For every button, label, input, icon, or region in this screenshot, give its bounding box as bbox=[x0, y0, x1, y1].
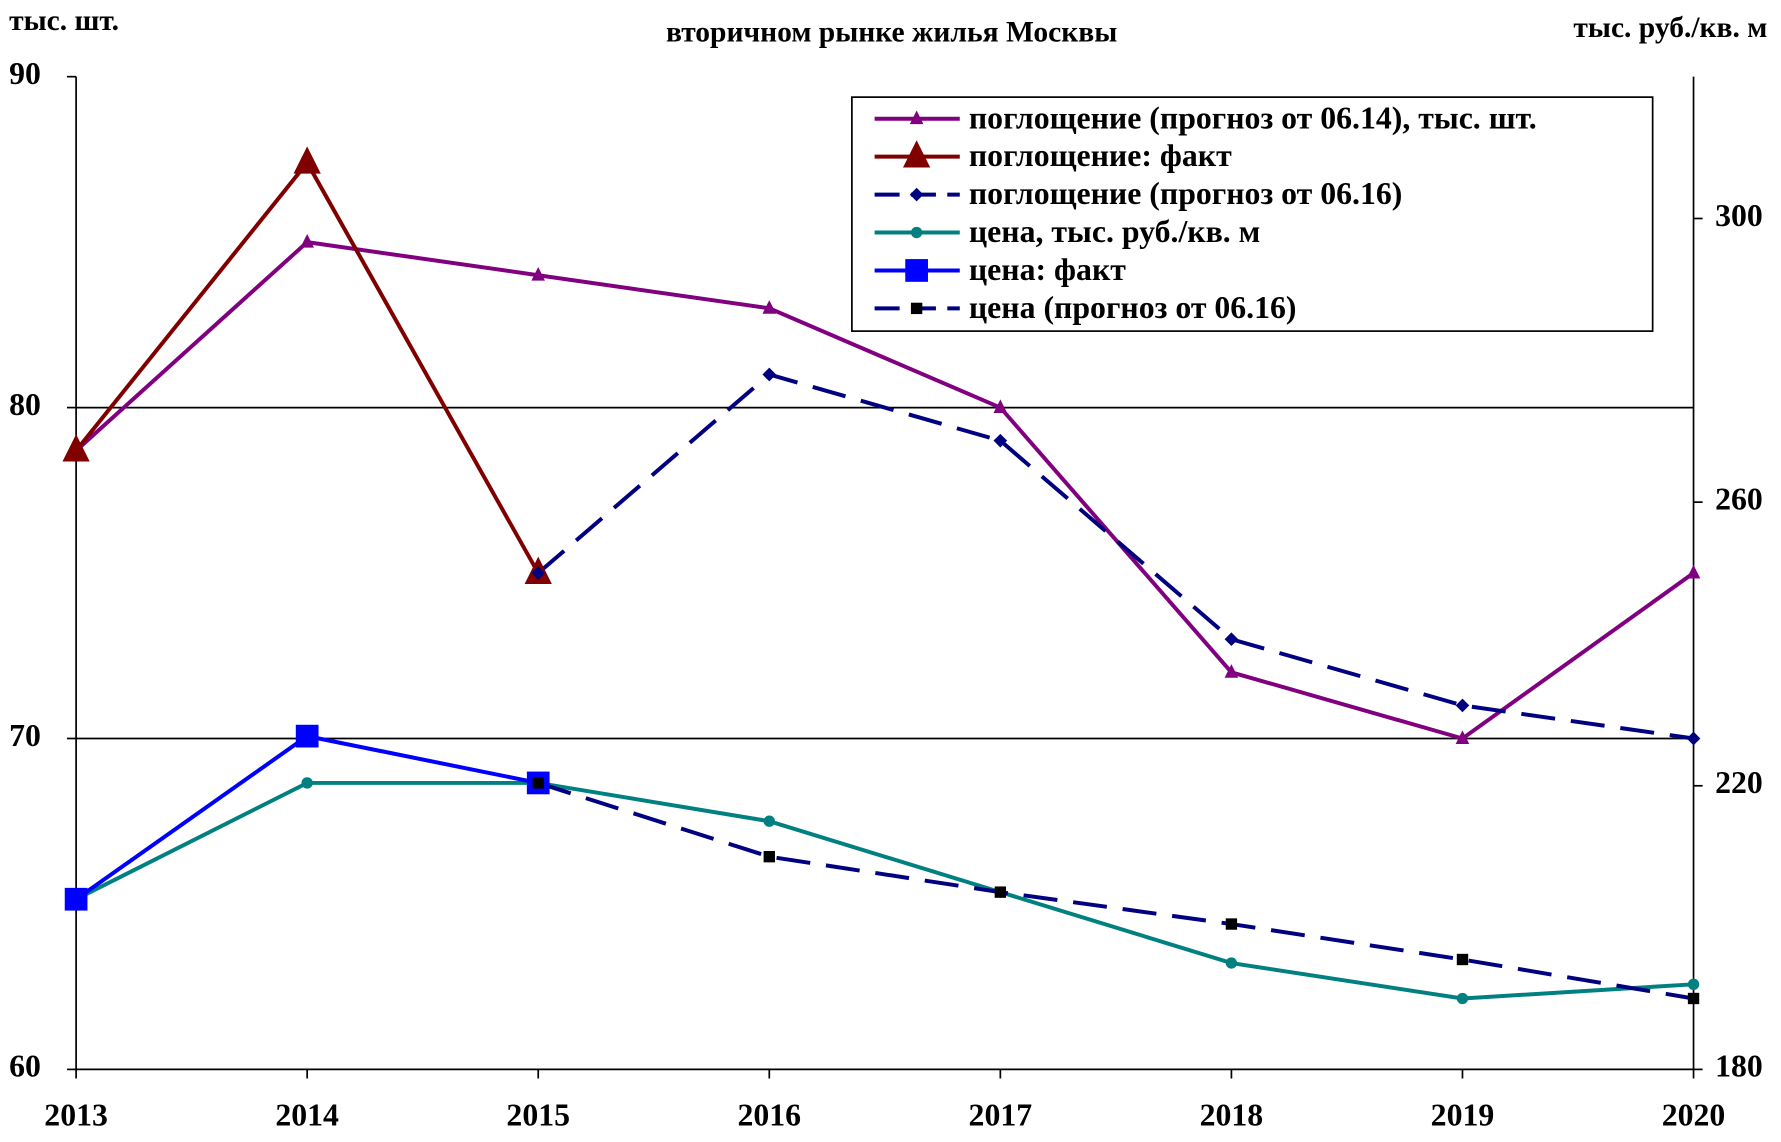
y2-tick-label: 180 bbox=[1715, 1049, 1763, 1084]
legend-label: цена, тыс. руб./кв. м bbox=[969, 214, 1260, 249]
marker bbox=[909, 110, 924, 125]
marker bbox=[1686, 564, 1701, 579]
marker bbox=[293, 146, 321, 174]
marker bbox=[909, 187, 924, 202]
marker bbox=[1455, 730, 1470, 744]
marker bbox=[993, 433, 1008, 448]
marker bbox=[762, 367, 777, 382]
marker bbox=[1456, 992, 1469, 1005]
y-tick-label: 70 bbox=[9, 718, 41, 753]
marker bbox=[62, 434, 90, 462]
series-line bbox=[75, 780, 1694, 1001]
series-line bbox=[74, 240, 1695, 741]
legend-label: цена: факт bbox=[969, 252, 1126, 287]
marker bbox=[1455, 698, 1470, 713]
y2-tick-label: 220 bbox=[1715, 765, 1763, 800]
x-tick-label: 2016 bbox=[737, 1098, 801, 1133]
marker bbox=[1224, 664, 1239, 678]
y2-axis-label: тыс. руб./кв. м bbox=[1573, 12, 1767, 44]
marker bbox=[295, 724, 319, 748]
marker bbox=[1687, 978, 1700, 990]
y2-tick-label: 260 bbox=[1715, 481, 1763, 516]
marker bbox=[531, 566, 546, 580]
y-tick-label: 90 bbox=[9, 56, 41, 91]
marker bbox=[905, 259, 928, 282]
marker bbox=[64, 887, 88, 911]
marker bbox=[301, 777, 313, 789]
x-tick-label: 2013 bbox=[44, 1098, 108, 1133]
y2-tick-label: 300 bbox=[1715, 198, 1763, 233]
y-axis-label: тыс. шт. bbox=[9, 5, 119, 37]
x-tick-label: 2019 bbox=[1431, 1098, 1495, 1133]
x-tick-label: 2017 bbox=[969, 1098, 1033, 1133]
marker bbox=[1225, 918, 1238, 930]
marker bbox=[762, 300, 777, 314]
marker bbox=[531, 267, 546, 281]
legend-label: поглощение (прогноз от 06.14), тыс. шт. bbox=[969, 100, 1537, 135]
marker bbox=[1687, 992, 1700, 1005]
legend-label: поглощение (прогноз от 06.16) bbox=[969, 176, 1402, 211]
marker bbox=[910, 226, 923, 239]
legend-label: поглощение: факт bbox=[969, 138, 1232, 173]
legend: поглощение (прогноз от 06.14), тыс. шт.п… bbox=[851, 96, 1654, 332]
marker bbox=[763, 851, 775, 863]
x-tick-label: 2015 bbox=[506, 1098, 570, 1133]
marker bbox=[994, 886, 1007, 898]
marker bbox=[763, 815, 775, 827]
marker bbox=[993, 399, 1008, 414]
x-tick-label: 2018 bbox=[1200, 1098, 1264, 1133]
marker bbox=[532, 777, 544, 789]
series-line bbox=[537, 781, 1694, 1001]
legend-box bbox=[851, 96, 1654, 332]
series-line bbox=[536, 372, 1694, 741]
x-tick-label: 2020 bbox=[1662, 1098, 1726, 1133]
marker bbox=[902, 140, 931, 168]
y-tick-label: 60 bbox=[9, 1049, 41, 1084]
y-tick-label: 80 bbox=[9, 387, 41, 422]
marker bbox=[300, 233, 314, 248]
chart-title: вторичном рынке жилья Москвы bbox=[666, 16, 1117, 48]
marker bbox=[1225, 957, 1238, 969]
marker bbox=[1456, 953, 1469, 966]
marker bbox=[910, 302, 923, 315]
marker bbox=[1224, 632, 1239, 647]
legend-label: цена (прогноз от 06.16) bbox=[969, 290, 1297, 325]
x-tick-label: 2014 bbox=[275, 1098, 339, 1133]
